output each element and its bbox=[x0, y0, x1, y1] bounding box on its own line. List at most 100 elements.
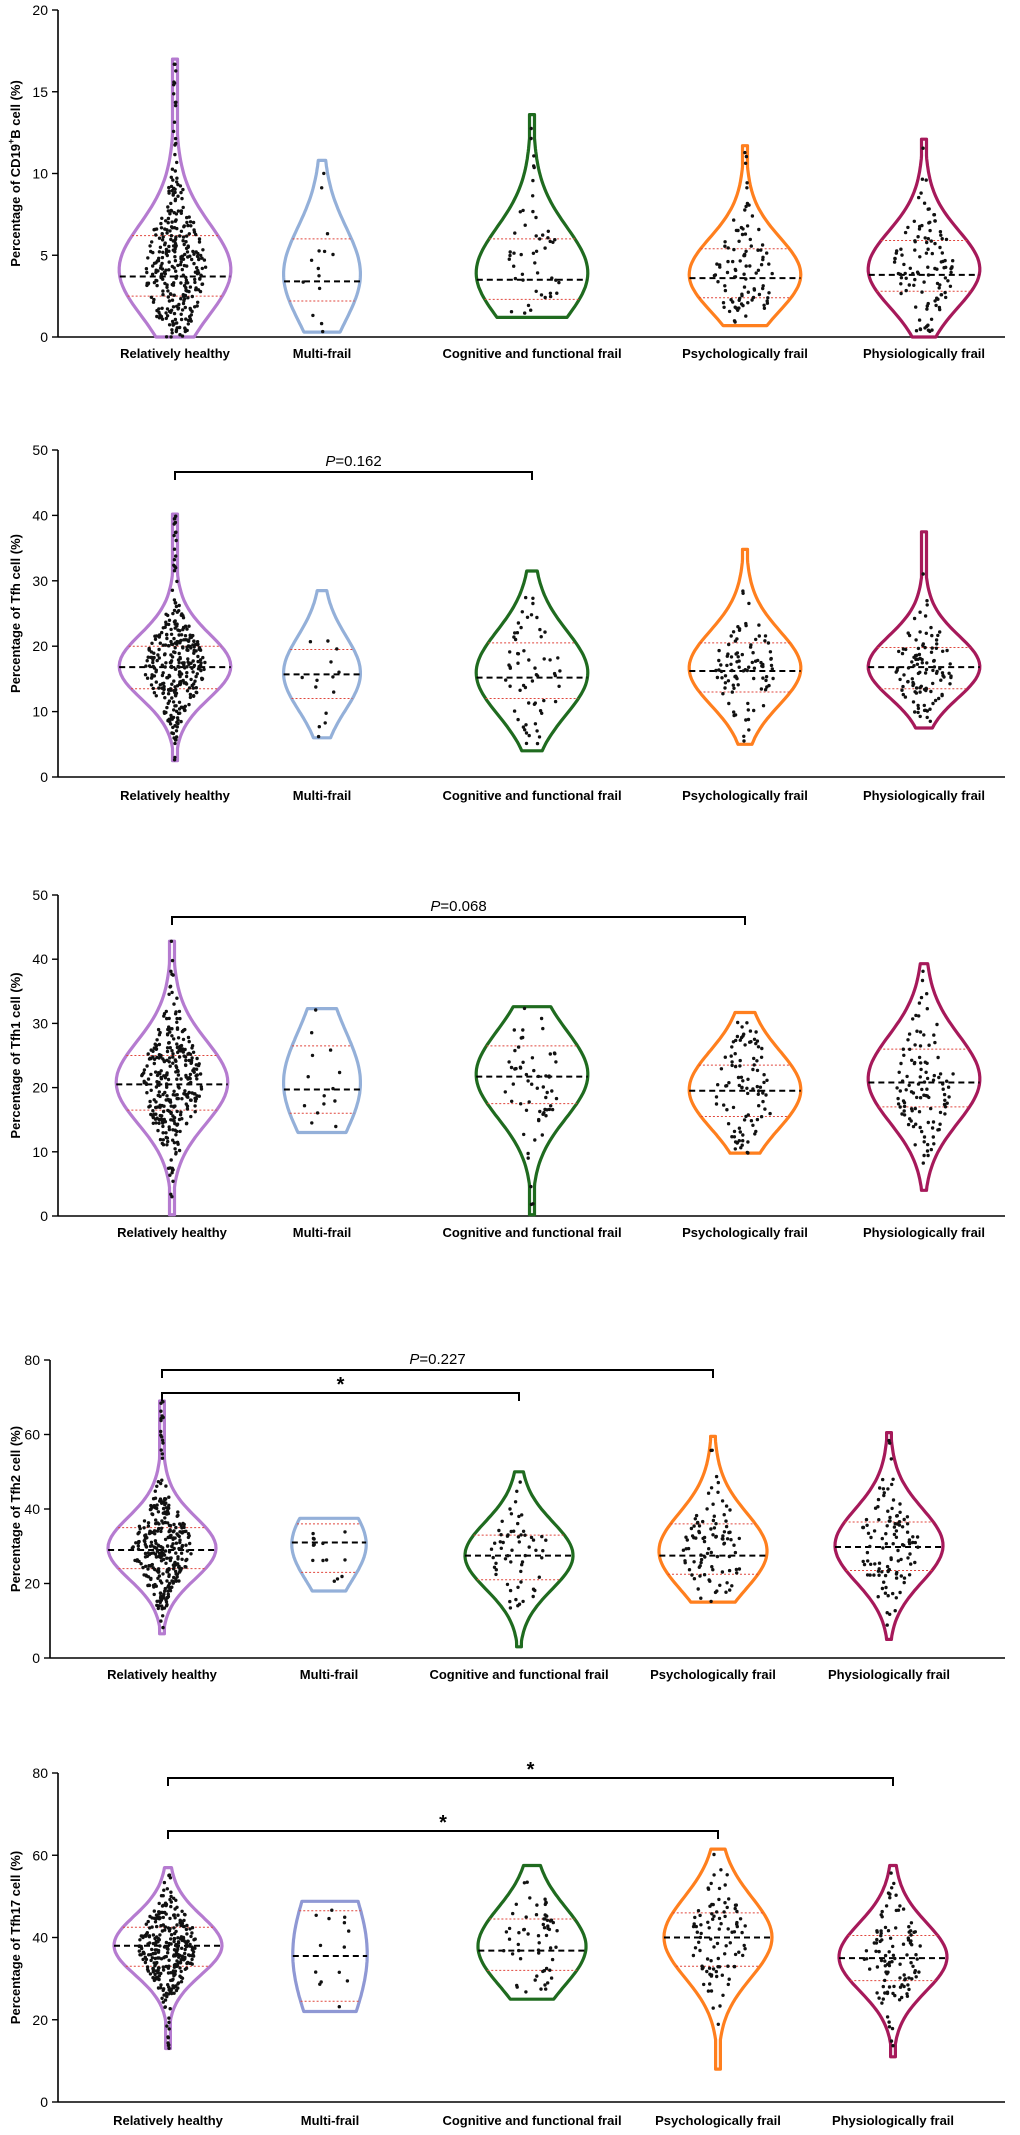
violin-outline-multi-frail bbox=[282, 1007, 362, 1135]
data-point bbox=[519, 625, 523, 630]
data-point bbox=[167, 1127, 172, 1132]
data-point bbox=[178, 1538, 182, 1542]
data-point bbox=[181, 273, 185, 277]
data-point bbox=[173, 247, 177, 251]
data-point bbox=[164, 1082, 169, 1086]
data-point bbox=[156, 1480, 161, 1484]
data-point bbox=[906, 1936, 910, 1940]
data-point bbox=[740, 294, 744, 298]
data-point bbox=[147, 1531, 152, 1536]
data-point bbox=[190, 1056, 194, 1060]
data-point bbox=[159, 1983, 163, 1987]
data-point bbox=[709, 1974, 714, 1978]
data-point bbox=[748, 1029, 753, 1033]
data-point bbox=[724, 1504, 729, 1508]
data-point bbox=[138, 1527, 142, 1531]
data-point bbox=[715, 675, 720, 680]
data-point bbox=[747, 728, 751, 732]
data-point bbox=[160, 630, 164, 635]
data-point bbox=[720, 1537, 724, 1541]
data-point bbox=[494, 1572, 498, 1577]
data-point bbox=[696, 1909, 701, 1913]
data-point bbox=[885, 1611, 889, 1615]
data-point bbox=[894, 251, 898, 255]
data-point bbox=[516, 1604, 520, 1608]
data-point bbox=[195, 304, 199, 308]
data-point bbox=[506, 1533, 510, 1537]
y-axis-label: Percentage of Tfh cell (%) bbox=[8, 534, 23, 693]
data-point bbox=[187, 289, 191, 294]
data-point bbox=[898, 1904, 902, 1908]
data-point bbox=[159, 1069, 163, 1073]
y-axis-label-superscript: + bbox=[6, 139, 16, 144]
data-point bbox=[918, 327, 923, 332]
data-point bbox=[148, 1507, 153, 1512]
data-point bbox=[179, 1566, 184, 1571]
data-point bbox=[880, 1909, 884, 1914]
data-point bbox=[709, 1486, 714, 1490]
data-point bbox=[507, 1060, 511, 1064]
data-point bbox=[725, 1905, 729, 1910]
data-point bbox=[727, 701, 731, 706]
data-point bbox=[187, 624, 191, 628]
data-point bbox=[141, 1950, 146, 1955]
data-point bbox=[901, 1099, 906, 1103]
data-point bbox=[910, 677, 914, 681]
data-point bbox=[183, 1947, 187, 1952]
data-point bbox=[544, 1987, 548, 1991]
data-point bbox=[170, 189, 174, 193]
data-point bbox=[137, 1949, 141, 1953]
data-point bbox=[183, 1055, 188, 1059]
data-point bbox=[146, 1521, 151, 1525]
data-point bbox=[173, 1147, 177, 1151]
data-point bbox=[553, 673, 557, 678]
data-point bbox=[190, 1945, 194, 1949]
data-point bbox=[317, 286, 322, 291]
data-point bbox=[161, 1109, 166, 1114]
data-point bbox=[166, 613, 170, 618]
data-point bbox=[177, 1048, 181, 1053]
data-point bbox=[316, 734, 321, 739]
data-point bbox=[911, 1535, 915, 1539]
data-point bbox=[186, 657, 190, 661]
data-point bbox=[191, 1050, 196, 1055]
data-point bbox=[192, 639, 196, 643]
y-tick-label: 80 bbox=[32, 1765, 48, 1781]
data-point bbox=[191, 220, 196, 225]
data-point bbox=[180, 308, 185, 312]
data-point bbox=[896, 1102, 901, 1106]
data-point bbox=[173, 1985, 177, 1989]
data-point bbox=[166, 1592, 170, 1597]
data-point bbox=[911, 271, 915, 276]
data-point bbox=[901, 1047, 905, 1051]
data-point bbox=[345, 1979, 350, 1983]
data-point bbox=[929, 317, 934, 321]
data-point bbox=[732, 1930, 737, 1934]
data-point bbox=[940, 693, 944, 698]
data-point bbox=[902, 1576, 907, 1580]
data-point bbox=[891, 1498, 896, 1502]
data-point bbox=[189, 224, 193, 228]
data-point bbox=[173, 255, 177, 259]
data-point bbox=[170, 958, 175, 963]
data-point bbox=[925, 992, 929, 996]
data-point bbox=[183, 1047, 187, 1052]
data-point bbox=[197, 664, 201, 669]
data-point bbox=[139, 1953, 143, 1957]
data-point bbox=[895, 1570, 899, 1575]
data-point bbox=[903, 271, 907, 276]
data-point bbox=[929, 689, 933, 694]
data-point bbox=[540, 711, 544, 715]
data-point bbox=[745, 224, 750, 228]
data-point bbox=[909, 1961, 913, 1965]
data-point bbox=[916, 235, 920, 239]
y-tick-label: 40 bbox=[32, 507, 48, 523]
data-point bbox=[767, 291, 771, 295]
data-point bbox=[161, 1594, 166, 1598]
data-point bbox=[947, 1095, 951, 1099]
data-point bbox=[489, 1547, 494, 1551]
data-point bbox=[914, 329, 919, 333]
data-point bbox=[693, 1915, 697, 1920]
violin-cognitive-and-functional-frail bbox=[476, 1863, 588, 2001]
data-point bbox=[167, 260, 171, 264]
